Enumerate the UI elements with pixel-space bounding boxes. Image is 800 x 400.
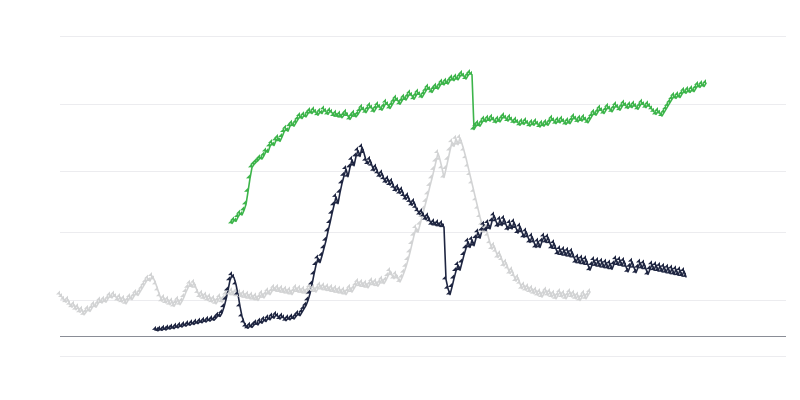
series-line-navy	[155, 146, 687, 332]
series-markers-group	[56, 69, 707, 331]
series-markers-lightgray	[56, 133, 591, 315]
